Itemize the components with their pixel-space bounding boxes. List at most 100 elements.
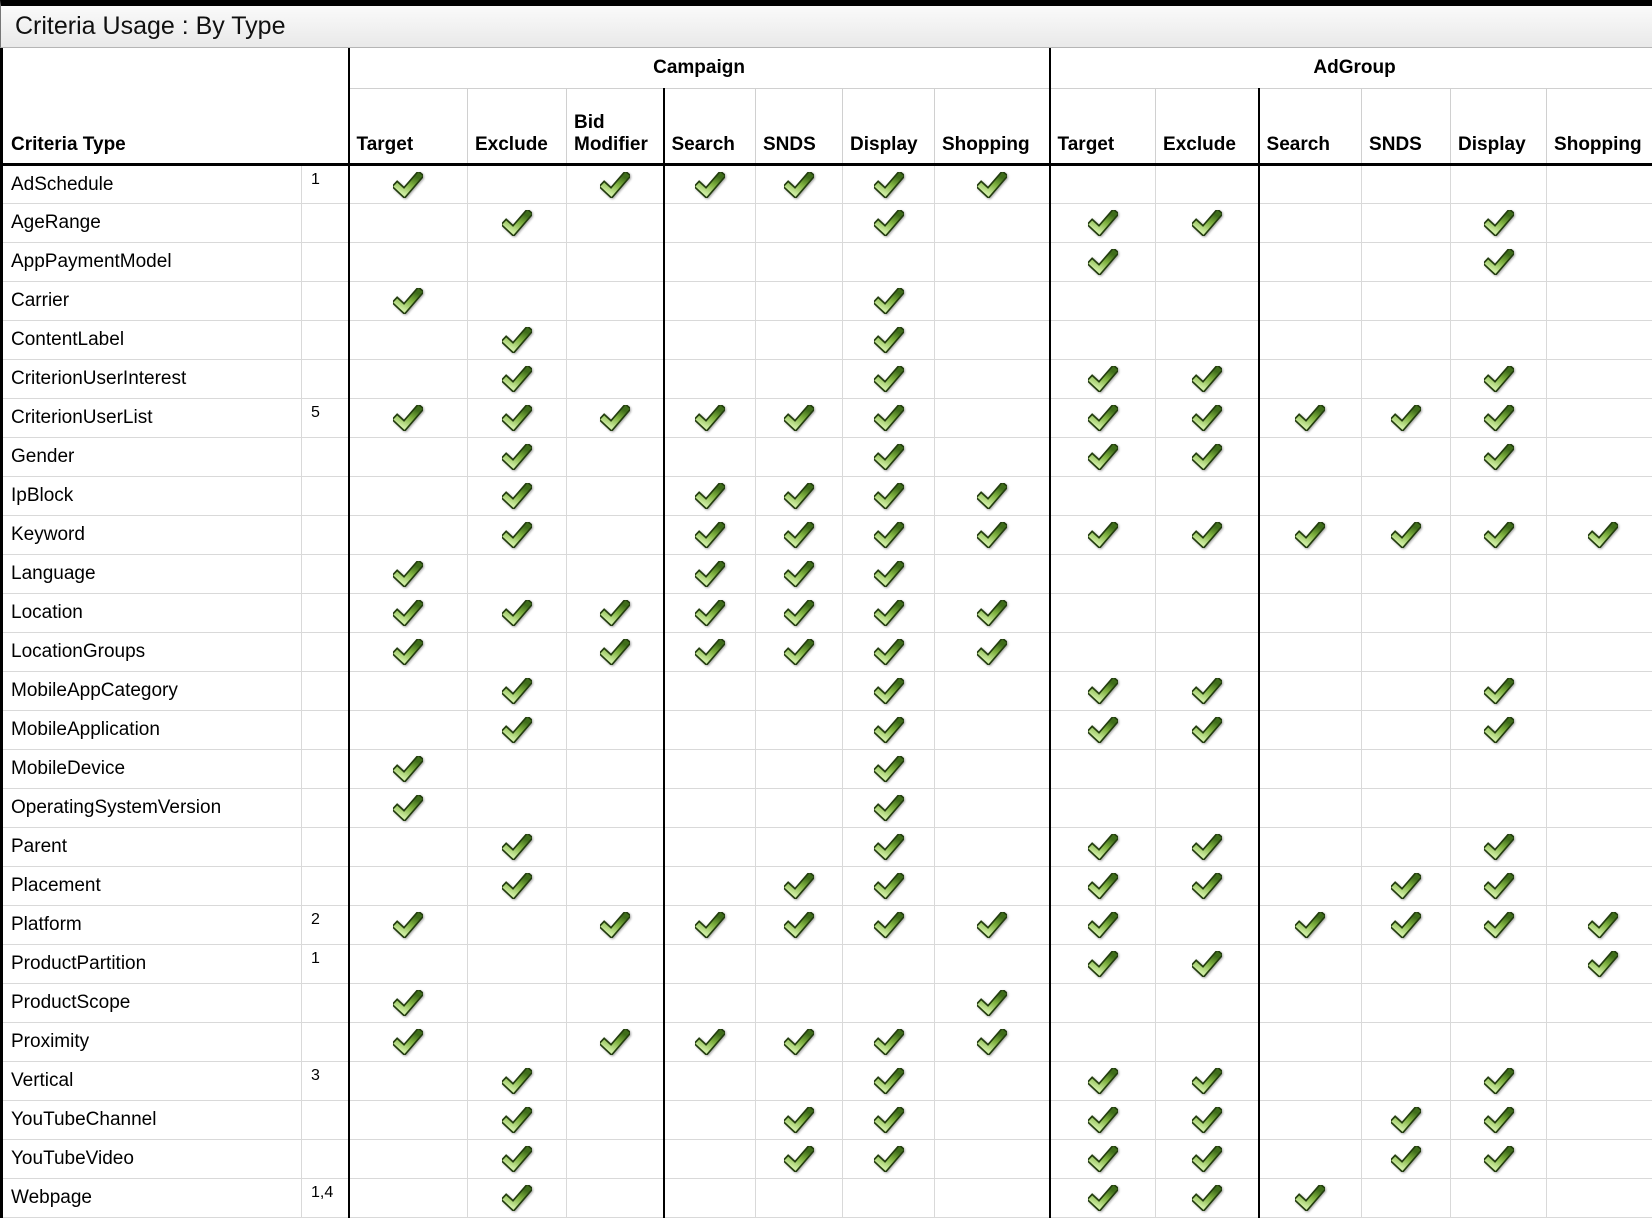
cell-adgroup-snds: [1362, 672, 1451, 711]
cell-campaign-target: [349, 633, 468, 672]
check-icon: [977, 172, 1007, 198]
check-icon: [874, 1146, 904, 1172]
page-title: Criteria Usage : By Type: [15, 12, 285, 41]
cell-campaign-shopping: [935, 711, 1050, 750]
cell-campaign-snds: [756, 789, 843, 828]
criteria-type-cell: CriterionUserList: [2, 399, 302, 438]
cell-adgroup-target: [1050, 789, 1156, 828]
table-row: Location: [2, 594, 1652, 633]
criteria-type-cell: AdSchedule: [2, 165, 302, 204]
cell-campaign-target: [349, 516, 468, 555]
criteria-type-cell: Language: [2, 555, 302, 594]
cell-campaign-search: [664, 1062, 756, 1101]
cell-adgroup-display: [1451, 672, 1547, 711]
cell-campaign-search: [664, 945, 756, 984]
cell-adgroup-shopping: [1547, 282, 1652, 321]
check-icon: [600, 639, 630, 665]
col-header-adgroup-display: Display: [1451, 89, 1547, 165]
cell-campaign-display: [843, 438, 935, 477]
check-icon: [393, 405, 423, 431]
cell-adgroup-exclude: [1156, 1140, 1259, 1179]
cell-adgroup-target: [1050, 1140, 1156, 1179]
cell-adgroup-shopping: [1547, 672, 1652, 711]
cell-adgroup-snds: [1362, 360, 1451, 399]
check-icon: [502, 1185, 532, 1211]
cell-campaign-search: [664, 516, 756, 555]
cell-adgroup-display: [1451, 633, 1547, 672]
check-icon: [874, 1068, 904, 1094]
cell-adgroup-search: [1259, 867, 1362, 906]
check-icon: [977, 1029, 1007, 1055]
check-icon: [874, 405, 904, 431]
cell-adgroup-shopping: [1547, 984, 1652, 1023]
cell-campaign-exclude: [468, 594, 567, 633]
check-icon: [1088, 405, 1118, 431]
cell-campaign-shopping: [935, 555, 1050, 594]
table-row: Gender: [2, 438, 1652, 477]
cell-campaign-snds: [756, 945, 843, 984]
check-icon: [874, 873, 904, 899]
cell-adgroup-snds: [1362, 789, 1451, 828]
col-header-adgroup-exclude: Exclude: [1156, 89, 1259, 165]
cell-campaign-exclude: [468, 1179, 567, 1218]
cell-adgroup-display: [1451, 711, 1547, 750]
cell-adgroup-snds: [1362, 1140, 1451, 1179]
cell-adgroup-target: [1050, 867, 1156, 906]
cell-campaign-search: [664, 399, 756, 438]
check-icon: [695, 639, 725, 665]
cell-campaign-target: [349, 360, 468, 399]
cell-adgroup-exclude: [1156, 1101, 1259, 1140]
cell-adgroup-display: [1451, 399, 1547, 438]
group-header-campaign: Campaign: [349, 48, 1050, 89]
cell-adgroup-search: [1259, 360, 1362, 399]
cell-adgroup-exclude: [1156, 243, 1259, 282]
cell-campaign-bid-modifier: [567, 867, 664, 906]
cell-campaign-shopping: [935, 399, 1050, 438]
cell-adgroup-snds: [1362, 594, 1451, 633]
cell-adgroup-exclude: [1156, 477, 1259, 516]
cell-adgroup-exclude: [1156, 438, 1259, 477]
cell-adgroup-exclude: [1156, 516, 1259, 555]
cell-campaign-snds: [756, 204, 843, 243]
note-cell: 3: [302, 1062, 349, 1101]
criteria-type-header: Criteria Type: [2, 48, 349, 165]
cell-campaign-snds: [756, 633, 843, 672]
criteria-type-cell: YouTubeVideo: [2, 1140, 302, 1179]
cell-campaign-target: [349, 945, 468, 984]
check-icon: [502, 873, 532, 899]
cell-campaign-snds: [756, 594, 843, 633]
cell-campaign-exclude: [468, 828, 567, 867]
check-icon: [695, 522, 725, 548]
check-icon: [502, 327, 532, 353]
table-row: MobileAppCategory: [2, 672, 1652, 711]
check-icon: [393, 912, 423, 938]
cell-campaign-target: [349, 555, 468, 594]
cell-campaign-snds: [756, 672, 843, 711]
cell-campaign-target: [349, 1062, 468, 1101]
cell-campaign-display: [843, 1101, 935, 1140]
cell-campaign-shopping: [935, 243, 1050, 282]
criteria-type-cell: OperatingSystemVersion: [2, 789, 302, 828]
cell-adgroup-snds: [1362, 204, 1451, 243]
col-header-adgroup-search: Search: [1259, 89, 1362, 165]
cell-adgroup-search: [1259, 516, 1362, 555]
cell-campaign-target: [349, 750, 468, 789]
cell-adgroup-shopping: [1547, 594, 1652, 633]
cell-campaign-search: [664, 438, 756, 477]
check-icon: [1484, 1146, 1514, 1172]
cell-campaign-search: [664, 1179, 756, 1218]
cell-adgroup-display: [1451, 867, 1547, 906]
cell-campaign-exclude: [468, 477, 567, 516]
cell-adgroup-display: [1451, 1140, 1547, 1179]
cell-adgroup-exclude: [1156, 1062, 1259, 1101]
cell-adgroup-target: [1050, 594, 1156, 633]
check-icon: [874, 1029, 904, 1055]
cell-campaign-shopping: [935, 204, 1050, 243]
cell-adgroup-exclude: [1156, 711, 1259, 750]
cell-campaign-snds: [756, 438, 843, 477]
check-icon: [874, 561, 904, 587]
col-header-campaign-snds: SNDS: [756, 89, 843, 165]
cell-campaign-search: [664, 555, 756, 594]
cell-adgroup-snds: [1362, 633, 1451, 672]
